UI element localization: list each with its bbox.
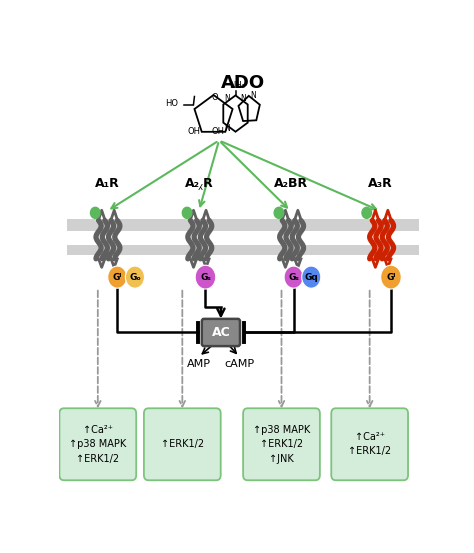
Text: Gₛ: Gₛ [200,273,211,281]
Text: N: N [225,124,230,133]
Text: cAMP: cAMP [224,359,255,369]
Circle shape [284,266,303,288]
Bar [66,245,419,255]
Circle shape [108,266,127,288]
FancyBboxPatch shape [144,408,221,480]
Text: ↑Ca²⁺
↑ERK1/2: ↑Ca²⁺ ↑ERK1/2 [348,432,391,456]
Text: O: O [211,93,218,102]
Text: A₂BR: A₂BR [273,177,308,190]
Text: N: N [225,94,230,103]
Text: AMP: AMP [187,359,211,369]
Text: ↑ERK1/2: ↑ERK1/2 [161,439,204,449]
Bar [66,219,419,231]
Text: Gₒ: Gₒ [129,273,141,281]
Text: A₂⁁R: A₂⁁R [184,177,213,190]
Circle shape [301,266,321,288]
FancyBboxPatch shape [59,408,136,480]
Text: A₁R: A₁R [95,177,119,190]
Text: ↑p38 MAPK
↑ERK1/2
↑JNK: ↑p38 MAPK ↑ERK1/2 ↑JNK [253,425,310,463]
Circle shape [125,266,145,288]
Circle shape [274,207,284,218]
Text: Gₛ: Gₛ [288,273,299,281]
Text: HO: HO [165,98,178,108]
Text: OH: OH [211,127,224,136]
FancyBboxPatch shape [331,408,408,480]
Circle shape [182,207,192,218]
Text: NH₂: NH₂ [229,81,246,90]
Text: Gᴵ: Gᴵ [113,273,122,281]
Text: N: N [250,91,255,100]
Text: OH: OH [188,127,201,136]
Text: A₃R: A₃R [368,177,393,190]
Circle shape [195,265,216,289]
Circle shape [362,207,372,218]
Text: Gᴵ: Gᴵ [386,273,396,281]
Circle shape [91,207,100,218]
Text: ADO: ADO [221,74,265,92]
FancyBboxPatch shape [202,319,240,346]
Text: AC: AC [211,326,230,339]
FancyBboxPatch shape [243,408,320,480]
Circle shape [381,265,401,289]
Text: N: N [240,94,246,103]
Text: ↑Ca²⁺
↑p38 MAPK
↑ERK1/2: ↑Ca²⁺ ↑p38 MAPK ↑ERK1/2 [69,425,127,463]
Text: Gq: Gq [304,273,318,281]
